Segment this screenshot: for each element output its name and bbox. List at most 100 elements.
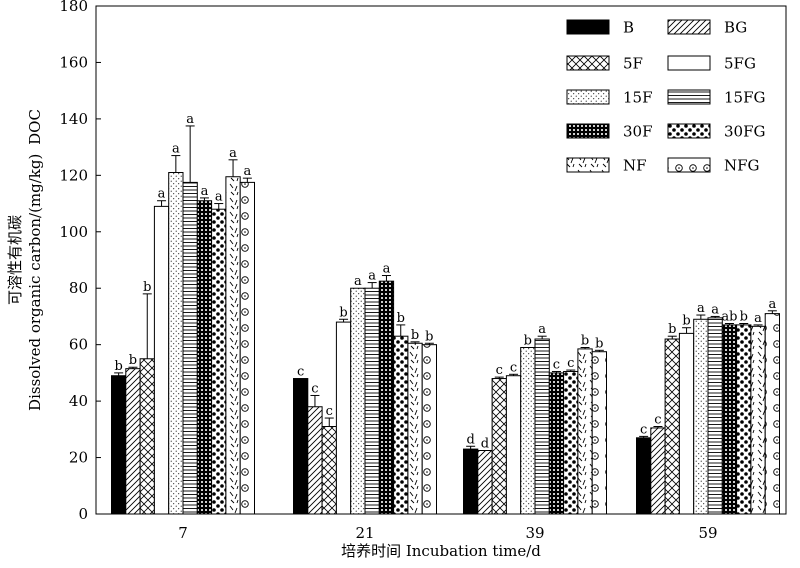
significance-letter-30FG-day-21: b — [397, 311, 405, 326]
bar-30FG-day-39 — [563, 370, 579, 515]
significance-letter-BG-day-21: c — [311, 381, 318, 396]
bar-NF-day-59 — [750, 325, 766, 515]
significance-letter-15F-day-59: a — [697, 301, 705, 316]
legend-label-15FG: 15FG — [724, 89, 765, 107]
significance-letter-5FG-day-7: a — [158, 187, 166, 202]
significance-letter-5F-day-7: b — [143, 280, 151, 295]
x-tick-label: 7 — [178, 524, 188, 542]
legend-label-NFG: NFG — [724, 157, 760, 175]
significance-letter-NF-day-59: a — [754, 311, 762, 326]
legend-label-5FG: 5FG — [724, 55, 756, 73]
bar-NF-day-39 — [577, 348, 593, 515]
bar-NFG-day-59 — [764, 313, 781, 515]
legend-label-NF: NF — [623, 157, 647, 175]
legend-label-B: B — [623, 19, 634, 37]
legend: B BG 5F 5FG 15F 15FG 30F 30FG NF NFG — [566, 19, 765, 175]
bar-NF-day-7 — [225, 176, 241, 515]
y-axis-title-en: Dissolved organic carbon/(mg/kg) — [26, 154, 44, 411]
y-tick-label: 80 — [69, 279, 88, 297]
significance-letter-30F-day-39: c — [553, 357, 560, 372]
y-tick-label: 120 — [59, 166, 88, 184]
bar-15F-day-21 — [350, 287, 366, 515]
y-axis-title: 可溶性有机碳 Dissolved organic carbon/(mg/kg) … — [6, 109, 44, 411]
bar-5FG-day-21 — [335, 321, 352, 515]
bar-B-day-7 — [111, 375, 127, 515]
legend-label-5F: 5F — [623, 55, 643, 73]
bar-15FG-day-7 — [182, 181, 198, 515]
bar-15FG-day-59 — [707, 317, 723, 515]
significance-letter-BG-day-39: d — [481, 437, 489, 452]
bar-BG-day-39 — [477, 450, 493, 515]
legend-swatch-15F — [566, 89, 610, 105]
bar-15FG-day-39 — [534, 338, 550, 515]
bar-5F-day-59 — [664, 338, 680, 515]
legend-item-5F: 5F — [566, 55, 643, 73]
significance-letter-15FG-day-21: a — [368, 269, 376, 284]
bar-5F-day-39 — [491, 378, 507, 515]
significance-letter-5F-day-59: b — [668, 322, 676, 337]
y-tick-label: 0 — [78, 505, 88, 523]
bar-30F-day-39 — [548, 372, 565, 515]
bar-30F-day-21 — [378, 280, 395, 515]
bar-15FG-day-21 — [364, 287, 380, 515]
bar-15F-day-7 — [168, 172, 184, 515]
y-tick-label: 100 — [59, 223, 88, 241]
y-tick-label: 160 — [59, 53, 88, 71]
bar-B-day-39 — [463, 448, 479, 515]
y-tick-label: 20 — [69, 449, 88, 467]
significance-letter-30FG-day-59: b — [740, 310, 748, 325]
significance-letter-B-day-21: c — [297, 365, 304, 380]
y-axis-title-cn: 可溶性有机碳 — [6, 215, 24, 305]
significance-letter-NFG-day-59: a — [768, 297, 776, 312]
bar-5F-day-21 — [321, 426, 337, 515]
plot-frame — [95, 5, 787, 515]
legend-item-BG: BG — [667, 19, 747, 37]
legend-item-15F: 15F — [566, 89, 653, 107]
legend-label-30F: 30F — [623, 123, 653, 141]
legend-swatch-BG — [667, 19, 711, 35]
bar-5F-day-7 — [139, 358, 155, 515]
y-axis-title-line-2: Dissolved organic carbon/(mg/kg) DOC — [26, 109, 44, 411]
bar-15F-day-39 — [520, 346, 536, 515]
significance-letter-15FG-day-59: a — [711, 302, 719, 317]
legend-item-15FG: 15FG — [667, 89, 765, 107]
significance-letter-NFG-day-39: b — [595, 336, 603, 351]
legend-item-NF: NF — [566, 157, 647, 175]
significance-letter-30FG-day-39: c — [567, 356, 574, 371]
significance-letter-15F-day-7: a — [172, 142, 180, 157]
significance-letter-NF-day-21: b — [411, 328, 419, 343]
bar-B-day-21 — [293, 378, 309, 515]
y-axis-ticks: 0 20 40 60 80 100 120 140 160 180 — [59, 0, 101, 523]
significance-letter-15FG-day-7: a — [186, 112, 194, 127]
bar-30F-day-59 — [721, 324, 738, 515]
significance-letter-30F-day-59: ab — [721, 310, 737, 325]
x-tick-label: 21 — [355, 524, 374, 542]
legend-swatch-30FG — [667, 123, 711, 139]
legend-label-30FG: 30FG — [724, 123, 765, 141]
bar-NFG-day-39 — [591, 351, 608, 515]
bar-30FG-day-7 — [211, 208, 227, 515]
legend-swatch-B — [566, 19, 610, 35]
x-axis-title: 培养时间 Incubation time/d — [341, 542, 541, 560]
significance-letter-BG-day-59: c — [654, 413, 661, 428]
bar-5FG-day-39 — [505, 375, 522, 515]
significance-letter-5F-day-21: c — [326, 404, 333, 419]
legend-item-30F: 30F — [566, 123, 653, 141]
significance-letter-B-day-7: b — [114, 359, 122, 374]
bar-30F-day-7 — [196, 200, 213, 515]
bar-NFG-day-7 — [239, 181, 255, 515]
bar-BG-day-7 — [125, 368, 141, 515]
significance-letter-NFG-day-21: b — [425, 329, 433, 344]
significance-letter-B-day-59: c — [640, 422, 647, 437]
significance-letter-NF-day-39: b — [581, 333, 589, 348]
bar-5FG-day-59 — [678, 332, 695, 515]
significance-letter-30F-day-7: a — [201, 184, 209, 199]
y-tick-label: 180 — [59, 0, 88, 15]
bar-NFG-day-21 — [421, 344, 438, 515]
